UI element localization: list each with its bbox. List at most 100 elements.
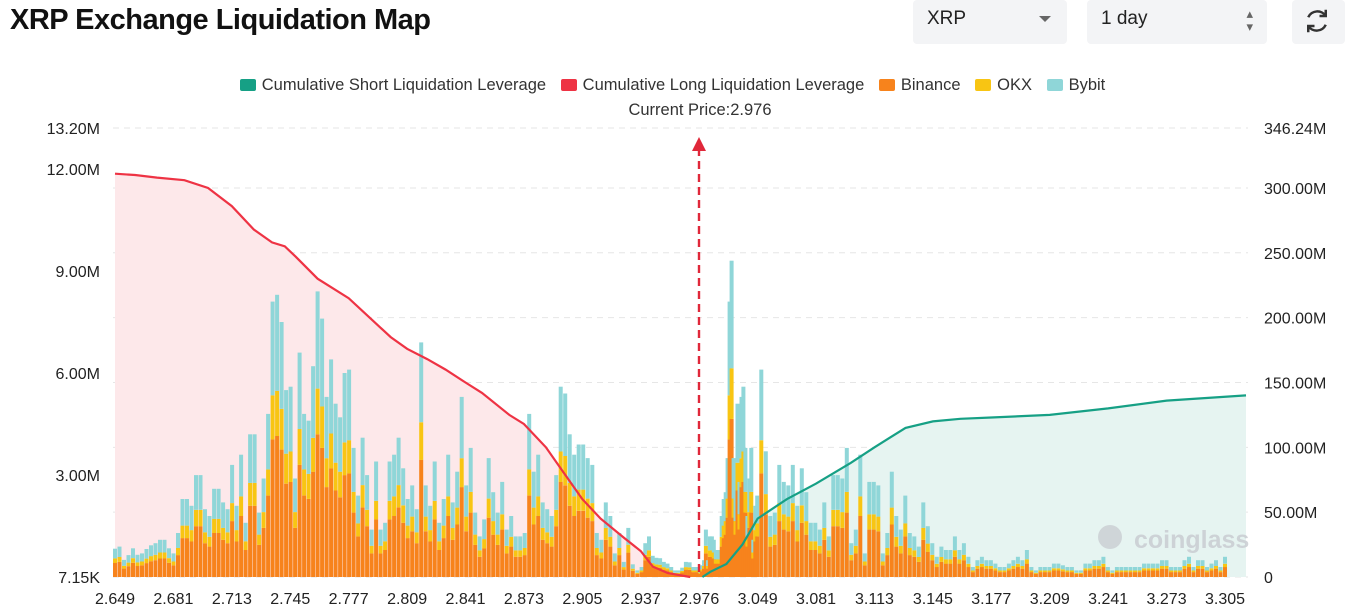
- bar-okx: [808, 541, 813, 550]
- bar-binance: [1200, 568, 1205, 577]
- bar-okx: [428, 530, 433, 542]
- bar-okx: [903, 523, 908, 537]
- bar-okx: [477, 550, 482, 557]
- bar-binance: [252, 505, 257, 577]
- bar: [567, 434, 572, 577]
- bar-binance: [594, 555, 599, 577]
- bar-okx: [239, 496, 244, 516]
- bar-okx: [455, 507, 460, 525]
- bar-bybit: [711, 539, 716, 553]
- bar-bybit: [284, 390, 289, 454]
- bar-bybit: [903, 495, 908, 524]
- bar-bybit: [536, 454, 541, 497]
- bar-okx: [162, 552, 167, 559]
- bar-okx: [396, 485, 401, 508]
- bar-bybit: [1087, 563, 1092, 569]
- bar-okx: [768, 536, 773, 547]
- bar: [248, 434, 253, 577]
- bar-bybit: [509, 516, 514, 537]
- bar-binance: [997, 572, 1002, 577]
- bar-bybit: [672, 570, 677, 573]
- bar: [1114, 567, 1119, 577]
- bar: [826, 536, 831, 577]
- bar-bybit: [198, 475, 203, 510]
- legend-item-okx[interactable]: OKX: [975, 76, 1032, 95]
- bar-bybit: [813, 522, 818, 542]
- bar: [1024, 550, 1029, 577]
- bar: [549, 516, 554, 577]
- bar-binance: [599, 558, 604, 577]
- bar-binance: [1223, 567, 1227, 577]
- legend-item-binance[interactable]: Binance: [878, 76, 961, 95]
- bar-okx: [302, 469, 307, 496]
- legend-item-bybit[interactable]: Bybit: [1046, 76, 1105, 95]
- bar-binance: [279, 449, 284, 577]
- bar-bybit: [997, 567, 1002, 571]
- bar-okx: [311, 438, 316, 472]
- bar: [518, 536, 523, 577]
- symbol-select[interactable]: XRP: [913, 0, 1067, 44]
- bar: [1151, 563, 1155, 577]
- bar-okx: [1078, 572, 1083, 574]
- bar: [1038, 567, 1043, 577]
- bar-binance: [581, 510, 586, 577]
- bar-bybit: [185, 499, 189, 526]
- bar: [1051, 563, 1056, 577]
- bar-bybit: [581, 444, 586, 490]
- bar-okx: [617, 548, 622, 556]
- bar-binance: [293, 527, 298, 577]
- bar-okx: [423, 516, 428, 532]
- bar-binance: [576, 510, 581, 577]
- bar-bybit: [1142, 563, 1146, 569]
- bar-okx: [392, 496, 397, 516]
- bar-binance: [261, 527, 266, 577]
- x-tick-label: 2.937: [621, 591, 661, 607]
- bar-bybit: [635, 570, 640, 573]
- legend-item-long[interactable]: Cumulative Long Liquidation Leverage: [560, 76, 864, 95]
- bar-binance: [1123, 572, 1128, 577]
- page-title: XRP Exchange Liquidation Map: [10, 4, 431, 36]
- bar: [804, 492, 809, 577]
- bar-bybit: [647, 536, 651, 551]
- bar-bybit: [252, 434, 257, 483]
- bar-binance: [1083, 570, 1088, 577]
- bar-okx: [149, 556, 153, 562]
- bar: [635, 570, 640, 577]
- bar-binance: [759, 473, 764, 577]
- bar: [378, 529, 383, 577]
- bar-binance: [907, 555, 912, 577]
- bar-bybit: [1015, 556, 1020, 564]
- bar: [1096, 560, 1101, 577]
- x-axis: 2.649 2.681 2.713 2.745 2.777 2.809 2.841 2.873…: [95, 591, 1245, 607]
- bar: [1042, 567, 1047, 577]
- bar-okx: [621, 567, 626, 570]
- bar-binance: [1209, 570, 1214, 577]
- bar-okx: [117, 557, 122, 562]
- bar-bybit: [207, 516, 212, 537]
- bar-binance: [167, 562, 171, 577]
- legend-item-short[interactable]: Cumulative Short Liquidation Leverage: [239, 76, 546, 95]
- bar-binance: [351, 512, 356, 577]
- bar-okx: [1164, 566, 1169, 569]
- bar-okx: [639, 570, 644, 573]
- bar-binance: [1151, 570, 1155, 577]
- bar-bybit: [153, 543, 158, 555]
- bar: [347, 369, 352, 577]
- period-select[interactable]: 1 day ▴ ▾: [1087, 0, 1267, 44]
- bar-bybit: [703, 529, 708, 546]
- bar: [1011, 560, 1016, 577]
- bar: [185, 499, 189, 577]
- bar-okx: [351, 491, 356, 513]
- bar: [1173, 567, 1178, 577]
- bar-okx: [518, 550, 523, 557]
- bar: [1083, 563, 1088, 577]
- bar-okx: [203, 532, 207, 544]
- refresh-button[interactable]: [1292, 0, 1345, 44]
- bar: [691, 567, 696, 577]
- bar-bybit: [1110, 570, 1115, 573]
- bar-binance: [799, 522, 804, 577]
- bar-okx: [763, 494, 768, 515]
- bar-binance: [324, 487, 329, 577]
- bar-okx: [419, 422, 424, 460]
- bar-binance: [1078, 573, 1083, 577]
